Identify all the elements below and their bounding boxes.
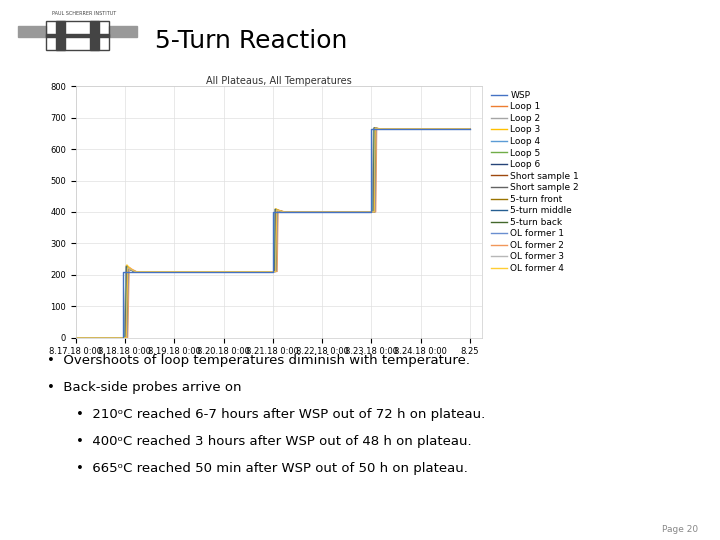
Bar xyxy=(109,25,137,37)
Bar xyxy=(46,34,109,37)
Legend: WSP, Loop 1, Loop 2, Loop 3, Loop 4, Loop 5, Loop 6, Short sample 1, Short sampl: WSP, Loop 1, Loop 2, Loop 3, Loop 4, Loo… xyxy=(490,91,579,273)
Text: •  Overshoots of loop temperatures diminish with temperature.: • Overshoots of loop temperatures dimini… xyxy=(47,354,470,367)
Bar xyxy=(46,21,109,50)
Text: •  665ᵒC reached 50 min after WSP out of 50 h on plateau.: • 665ᵒC reached 50 min after WSP out of … xyxy=(76,462,467,475)
Bar xyxy=(18,25,46,37)
Text: •  400ᵒC reached 3 hours after WSP out of 48 h on plateau.: • 400ᵒC reached 3 hours after WSP out of… xyxy=(76,435,471,448)
Bar xyxy=(90,21,99,50)
Bar xyxy=(56,21,65,50)
Title: All Plateaus, All Temperatures: All Plateaus, All Temperatures xyxy=(206,76,352,86)
Text: •  Back-side probes arrive on: • Back-side probes arrive on xyxy=(47,381,241,394)
Text: •  210ᵒC reached 6-7 hours after WSP out of 72 h on plateau.: • 210ᵒC reached 6-7 hours after WSP out … xyxy=(76,408,485,421)
Text: Page 20: Page 20 xyxy=(662,524,698,534)
Text: 5-Turn Reaction: 5-Turn Reaction xyxy=(155,29,347,52)
Text: PAUL SCHERRER INSTITUT: PAUL SCHERRER INSTITUT xyxy=(52,11,116,16)
